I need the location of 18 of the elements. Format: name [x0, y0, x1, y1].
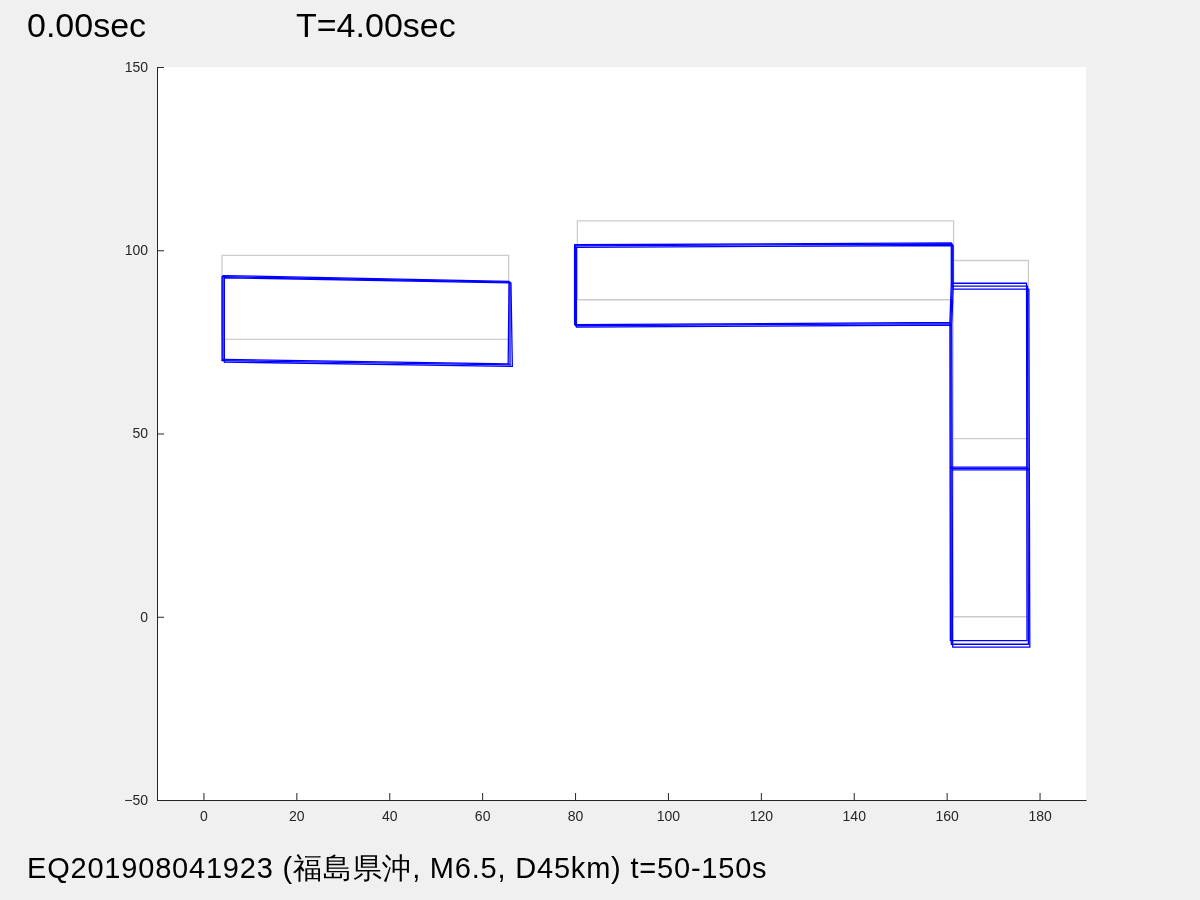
text: EQ201908041923 (福島県沖, M6.5, D45km) t=50-150s	[27, 852, 768, 884]
x-tick-label: 140	[842, 807, 867, 824]
x-tick-label: 60	[474, 807, 491, 824]
x-tick-label: 100	[656, 807, 681, 824]
x-tick-label: 180	[1028, 807, 1052, 824]
x-tick-label: 160	[935, 807, 960, 824]
chart-title: 0.00sec	[27, 6, 147, 44]
y-tick-label: 50	[132, 425, 149, 442]
x-tick-label: 20	[289, 807, 305, 824]
y-tick-label: 100	[124, 242, 149, 259]
chart-subtitle: T=4.00sec	[296, 6, 456, 44]
x-tick-label: 80	[567, 807, 584, 824]
y-tick-label: 150	[124, 58, 149, 75]
x-tick-label: 120	[749, 807, 774, 824]
y-tick-label: 0	[140, 608, 149, 625]
x-tick-label: 0	[200, 807, 209, 824]
x-tick-label: 40	[381, 807, 398, 824]
y-tick-label: −50	[124, 791, 149, 808]
